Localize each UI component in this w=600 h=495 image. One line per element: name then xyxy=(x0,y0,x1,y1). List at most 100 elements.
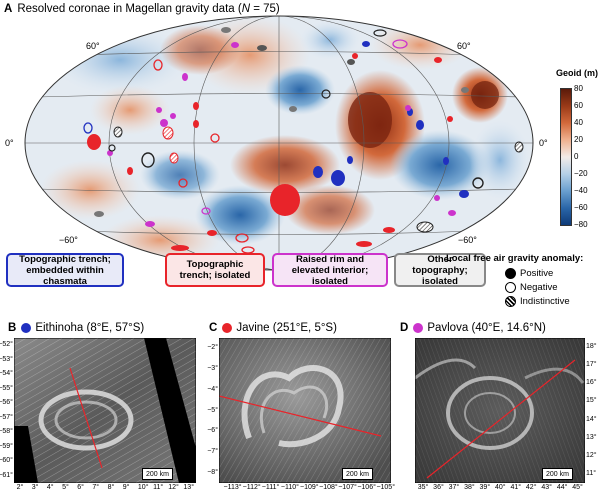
panel-b-dot-icon xyxy=(21,323,32,333)
negative-symbol-icon xyxy=(505,282,516,293)
corona-marker xyxy=(362,41,370,47)
axis-tick-label: −6° xyxy=(207,427,218,435)
corona-marker xyxy=(178,178,188,188)
category-other-topography: Other topography; isolated xyxy=(394,253,486,287)
corona-marker xyxy=(321,89,331,99)
corona-marker xyxy=(447,116,453,122)
panel-b-x-ticks: 2° 3° 4° 5° 6° 7° 8° 9° 10° 11° 12° 13° xyxy=(14,484,196,494)
axis-tick-label: 13° xyxy=(183,484,194,491)
colorbar-ticks: 80 60 40 20 0 −20 −40 −60 −80 xyxy=(574,84,600,229)
corona-marker xyxy=(94,211,104,217)
axis-tick-label: −8° xyxy=(207,468,218,476)
colorbar-tick-label: −40 xyxy=(574,186,588,195)
lat-label-eq-left: 0° xyxy=(5,138,14,148)
corona-marker xyxy=(443,157,449,165)
corona-marker xyxy=(514,141,524,153)
corona-marker xyxy=(289,106,297,112)
corona-marker xyxy=(448,210,456,216)
corona-marker xyxy=(83,122,93,134)
category-raised-rim: Raised rim and elevated interior; isolat… xyxy=(272,253,388,287)
lat-label-60s-right: −60° xyxy=(458,235,477,245)
colorbar-title: Geoid (m) xyxy=(556,68,598,78)
axis-tick-label: 11° xyxy=(586,469,597,477)
corona-marker xyxy=(193,102,199,110)
panel-d-scale: 200 km xyxy=(542,468,573,480)
corona-marker xyxy=(201,207,211,215)
colorbar-tick-label: −20 xyxy=(574,169,588,178)
axis-tick-label: −55° xyxy=(0,384,13,392)
axis-tick-label: 9° xyxy=(122,484,130,491)
lat-label-60n-left: 60° xyxy=(86,41,100,51)
corona-marker xyxy=(461,87,469,93)
corona-marker xyxy=(270,184,300,216)
corona-marker xyxy=(160,119,168,127)
axis-tick-label: −112° xyxy=(242,484,261,491)
axis-tick-label: −5° xyxy=(207,406,218,414)
corona-marker xyxy=(472,177,484,189)
lat-label-60n-right: 60° xyxy=(457,41,471,51)
axis-tick-label: 37° xyxy=(448,484,460,491)
axis-tick-label: −109° xyxy=(300,484,319,491)
axis-tick-label: 11° xyxy=(153,484,164,491)
axis-tick-label: 3° xyxy=(31,484,39,491)
panel-d-radar-image xyxy=(415,338,585,483)
corona-marker xyxy=(170,113,176,119)
corona-marker xyxy=(207,230,217,236)
lat-label-60s-left: −60° xyxy=(59,235,78,245)
indistinctive-symbol-icon xyxy=(505,296,516,307)
legend-indistinctive: Indistinctive xyxy=(505,296,570,307)
axis-tick-label: 39° xyxy=(479,484,491,491)
corona-marker xyxy=(153,59,163,71)
corona-marker xyxy=(145,221,155,227)
category-trench-chasmata: Topographic trench; embedded within chas… xyxy=(6,253,124,287)
corona-marker xyxy=(127,167,133,175)
corona-marker xyxy=(169,152,179,164)
panel-b-scale: 200 km xyxy=(142,468,173,480)
legend-title: Local free air gravity anomaly: xyxy=(446,253,584,264)
panel-d-y-ticks: 18° 17° 16° 15° 14° 13° 12° 11° xyxy=(585,338,600,483)
coronae-markers xyxy=(83,27,524,254)
category-trench-isolated: Topographic trench; isolated xyxy=(165,253,265,287)
axis-tick-label: 44° xyxy=(556,484,568,491)
corona-marker xyxy=(373,29,387,37)
corona-marker xyxy=(416,221,434,233)
axis-tick-label: −2° xyxy=(207,344,218,352)
corona-marker xyxy=(434,57,442,63)
axis-tick-label: −60° xyxy=(0,457,13,465)
axis-tick-label: 40° xyxy=(495,484,506,491)
axis-tick-label: 5° xyxy=(62,484,69,491)
corona-marker xyxy=(231,42,239,48)
corona-marker xyxy=(171,245,189,251)
axis-tick-label: 18° xyxy=(586,343,597,351)
axis-tick-label: 45° xyxy=(572,484,583,491)
axis-tick-label: −110° xyxy=(280,484,299,491)
corona-marker xyxy=(405,105,411,111)
corona-marker xyxy=(416,120,424,130)
panel-c-y-ticks: −2° −3° −4° −5° −6° −7° −8° xyxy=(203,338,219,483)
corona-marker xyxy=(331,170,345,186)
axis-tick-label: 16° xyxy=(586,379,597,387)
corona-marker xyxy=(235,233,249,243)
axis-tick-label: 17° xyxy=(586,361,597,369)
axis-tick-label: 6° xyxy=(77,484,84,491)
panel-c-scale: 200 km xyxy=(342,468,373,480)
panel-d-title: D Pavlova (40°E, 14.6°N) xyxy=(400,322,546,334)
axis-tick-label: −4° xyxy=(207,385,218,393)
axis-tick-label: −105° xyxy=(376,484,396,491)
colorbar-tick-label: 0 xyxy=(574,152,579,161)
colorbar-tick-label: 60 xyxy=(574,101,583,110)
axis-tick-label: 7° xyxy=(92,484,100,491)
axis-tick-label: 42° xyxy=(525,484,537,491)
panel-d-x-ticks: 35° 36° 37° 38° 39° 40° 41° 42° 43° 44° 45° xyxy=(415,484,585,494)
corona-marker xyxy=(352,53,358,59)
corona-marker xyxy=(383,227,395,233)
panel-c-radar-image xyxy=(219,338,391,483)
axis-tick-label: 8° xyxy=(107,484,115,491)
corona-marker xyxy=(193,120,199,128)
colorbar-tick-label: 40 xyxy=(574,118,583,127)
panel-c-title: C Javine (251°E, 5°S) xyxy=(209,322,337,334)
axis-tick-label: 38° xyxy=(464,484,475,491)
axis-tick-label: −56° xyxy=(0,399,13,407)
corona-marker xyxy=(221,27,231,33)
